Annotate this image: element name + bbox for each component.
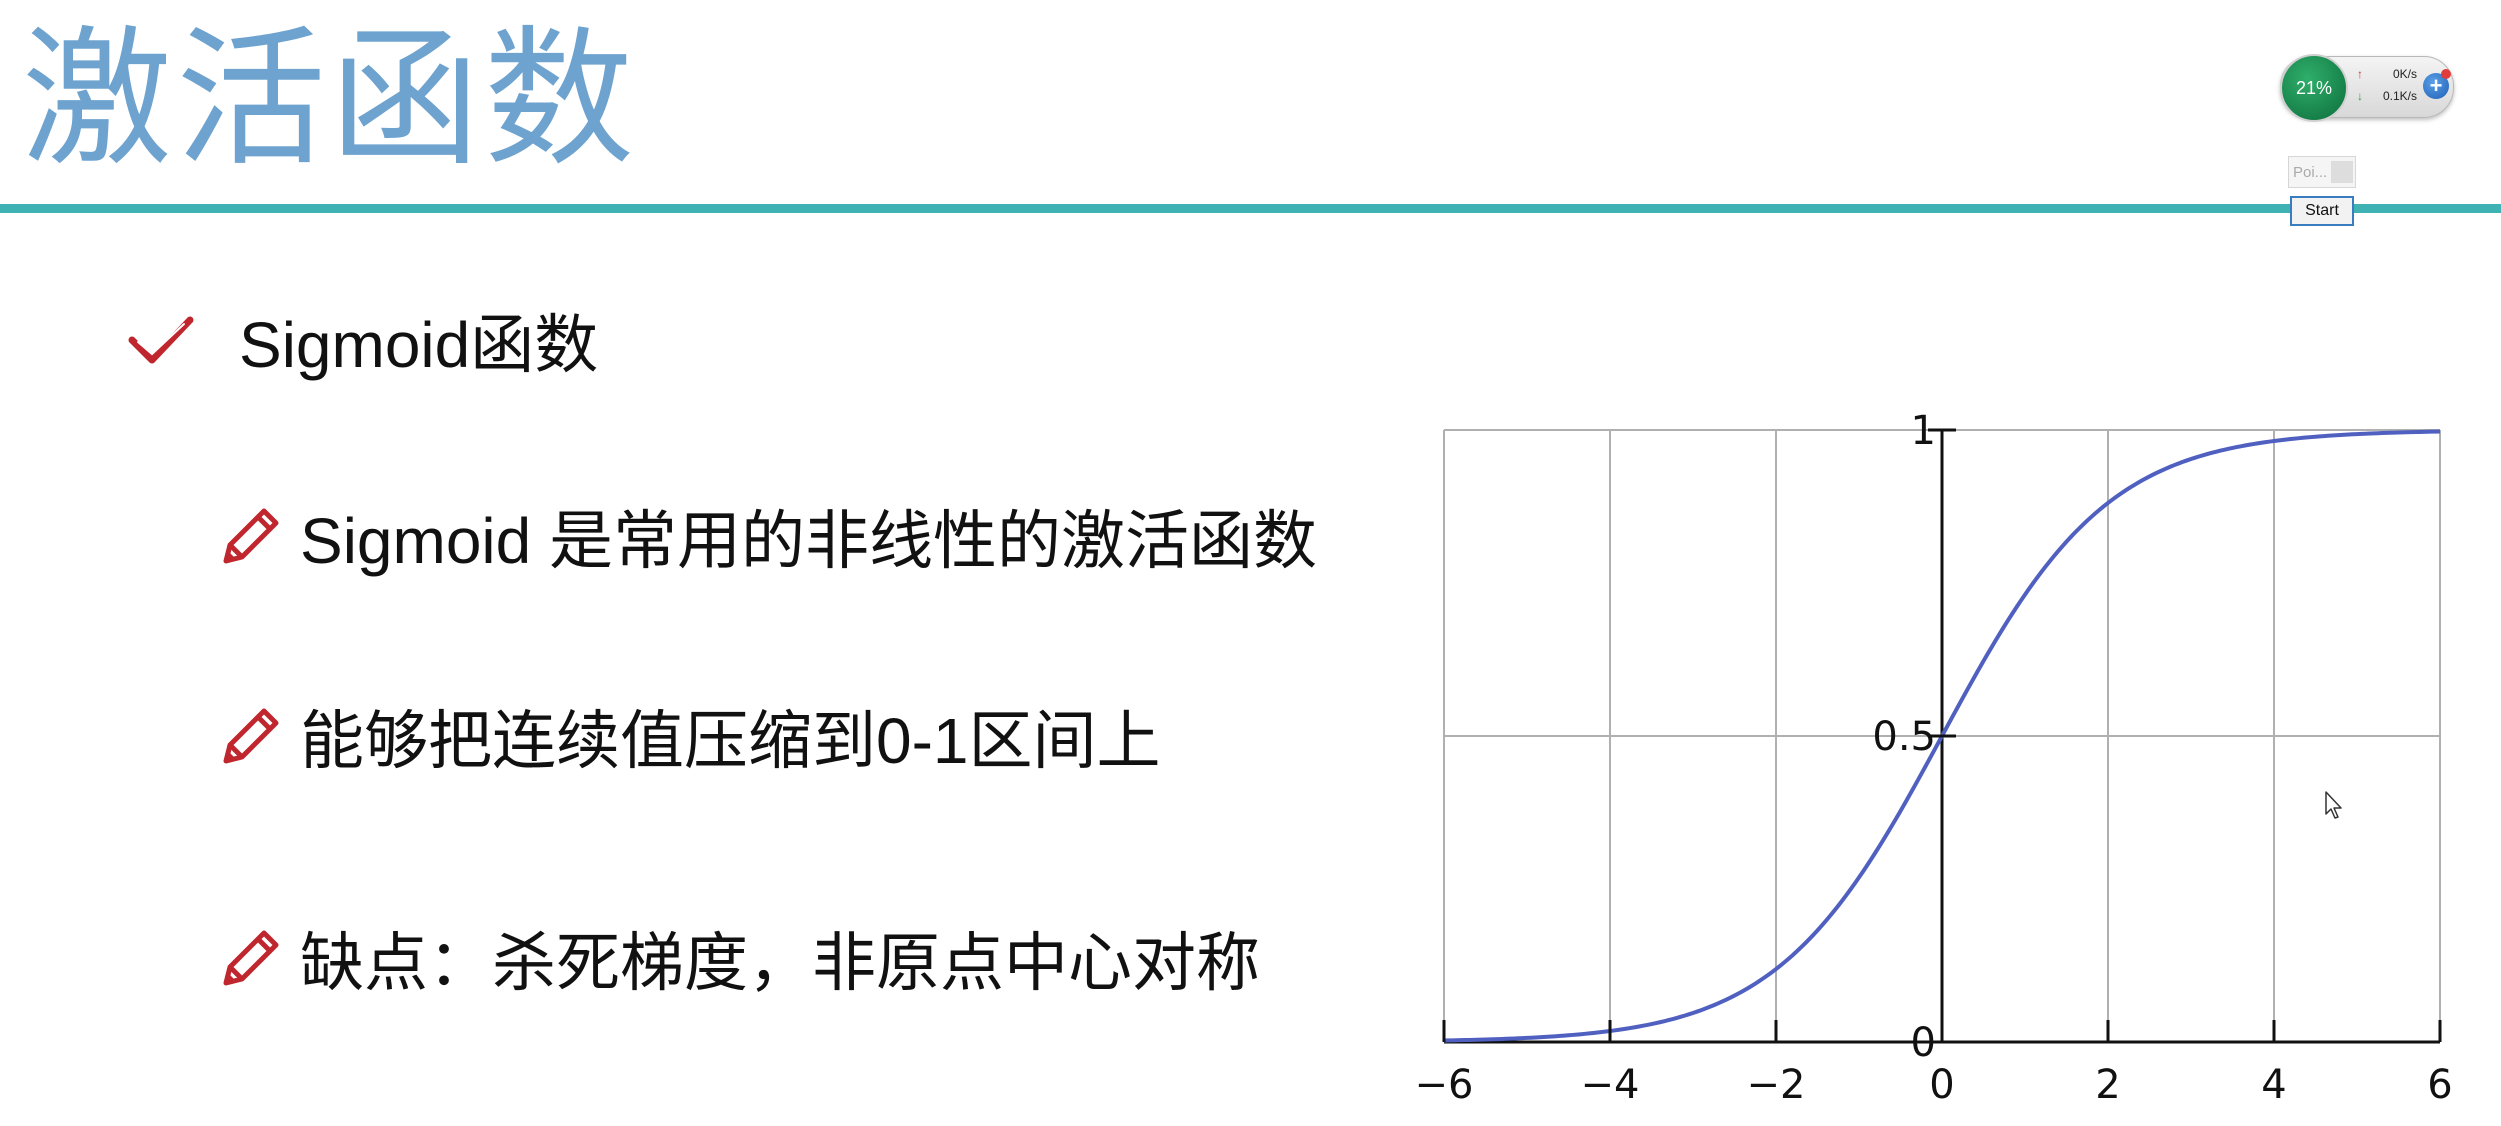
pencil-icon [223, 930, 279, 986]
pencil-icon [223, 708, 279, 764]
sub-bullet-2: 能够把连续值压缩到0-1区间上 [218, 690, 1161, 782]
upload-speed: 0K/s [2392, 67, 2417, 81]
start-button[interactable]: Start [2290, 196, 2354, 226]
slide-title: 激活函数 [22, 13, 639, 187]
main-bullet: Sigmoid函数 [128, 300, 598, 381]
x-tick-label: 4 [2261, 1062, 2286, 1108]
title-divider [0, 204, 2501, 213]
x-tick-label: −6 [1415, 1062, 1474, 1108]
x-tick-label: 2 [2095, 1062, 2120, 1108]
y-tick-label: 0 [1911, 1020, 1936, 1066]
upload-arrow-icon: ↑ [2357, 67, 2363, 81]
poi-label: Poi... [2293, 163, 2328, 181]
main-bullet-text: Sigmoid函数 [239, 309, 599, 381]
pencil-icon [223, 508, 279, 564]
upload-speed-row: ↑ 0K/s [2357, 67, 2417, 81]
sigmoid-chart: −6 −4 −2 0 2 4 6 0 0.5 1 [1415, 408, 2453, 1108]
check-icon [128, 316, 194, 364]
y-tick-label: 1 [1911, 408, 1936, 454]
poi-panel[interactable]: Poi... [2288, 156, 2356, 188]
sub-bullet-text: 能够把连续值压缩到0-1区间上 [300, 705, 1161, 777]
x-tick-label: −2 [1747, 1062, 1806, 1108]
sub-bullet-text: Sigmoid 是常用的非线性的激活函数 [300, 505, 1317, 577]
x-tick-label: 6 [2427, 1062, 2452, 1108]
x-tick-label: 0 [1929, 1062, 1954, 1108]
network-monitor-widget[interactable]: 21% ↑ 0K/s ↓ 0.1K/s + [2280, 54, 2454, 122]
download-speed-row: ↓ 0.1K/s [2357, 89, 2417, 103]
sub-bullet-text: 缺点：杀死梯度，非原点中心对称 [300, 927, 1260, 999]
mouse-cursor-icon [2325, 791, 2342, 819]
poi-close-button[interactable] [2331, 161, 2353, 183]
x-tick-label: −4 [1581, 1062, 1640, 1108]
y-tick-label: 0.5 [1872, 714, 1936, 760]
download-speed: 0.1K/s [2382, 89, 2417, 103]
sub-bullet-1: Sigmoid 是常用的非线性的激活函数 [218, 490, 1317, 582]
notification-dot [2441, 69, 2451, 79]
cpu-percent-badge[interactable]: 21% [2280, 54, 2348, 122]
sub-bullet-3: 缺点：杀死梯度，非原点中心对称 [218, 912, 1260, 1004]
download-arrow-icon: ↓ [2357, 89, 2363, 103]
